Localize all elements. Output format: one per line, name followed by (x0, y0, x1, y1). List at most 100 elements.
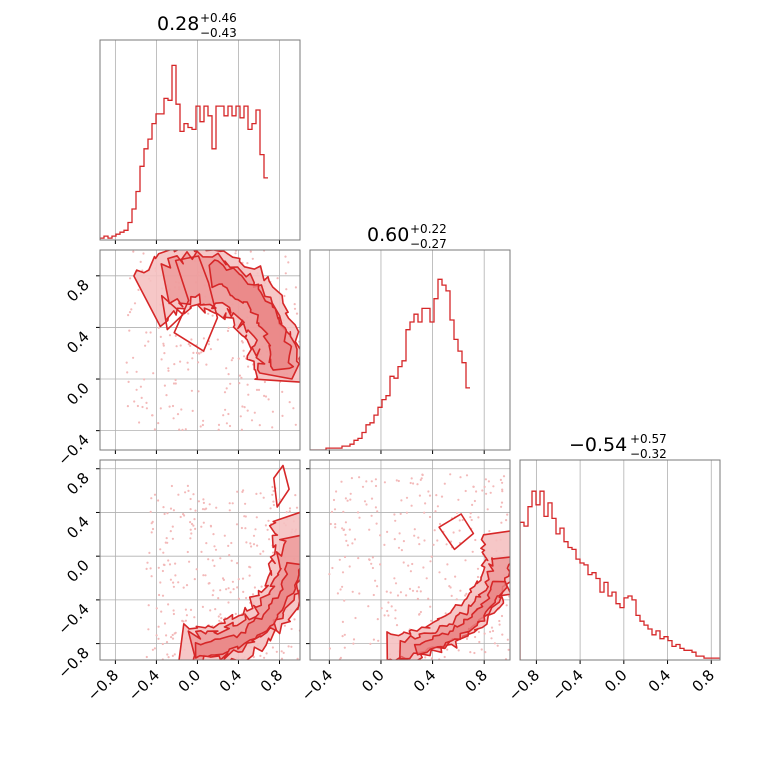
scatter-point (242, 590, 245, 594)
scatter-point (137, 288, 140, 291)
scatter-point (343, 599, 346, 602)
scatter-point (187, 489, 190, 492)
scatter-point (171, 525, 174, 528)
panel-frame (99, 249, 301, 451)
scatter-point (365, 503, 368, 506)
scatter-point (228, 424, 232, 428)
scatter-point (351, 542, 354, 545)
scatter-point (458, 519, 461, 522)
scatter-point (157, 625, 160, 628)
scatter-point (169, 578, 172, 581)
scatter-point (209, 609, 212, 612)
scatter-point (244, 502, 247, 505)
panel-frame (519, 459, 721, 661)
scatter-point (417, 586, 420, 589)
scatter-point (332, 498, 336, 502)
scatter-point (236, 562, 239, 565)
scatter-point (125, 361, 128, 364)
scatter-point (202, 574, 205, 577)
scatter-point (374, 579, 377, 582)
scatter-point (173, 363, 176, 366)
scatter-point (393, 513, 396, 516)
scatter-point (169, 530, 172, 533)
scatter-point (219, 557, 222, 560)
scatter-point (411, 589, 415, 592)
scatter-point (473, 651, 476, 655)
scatter-point (215, 506, 218, 509)
scatter-point (428, 515, 432, 519)
scatter-point (506, 638, 509, 641)
scatter-point (162, 342, 165, 345)
scatter-point (189, 521, 192, 524)
scatter-point (418, 494, 421, 497)
scatter-point (389, 591, 392, 594)
scatter-point (386, 609, 389, 613)
scatter-point (379, 563, 382, 566)
scatter-point (469, 651, 472, 654)
scatter-point (267, 519, 270, 522)
scatter-point (252, 534, 256, 537)
scatter-point (228, 509, 231, 512)
scatter-point (163, 352, 166, 355)
scatter-point (409, 570, 412, 573)
scatter-point (390, 605, 393, 608)
scatter-point (186, 484, 189, 487)
scatter-point (430, 555, 433, 558)
scatter-point (464, 489, 467, 493)
scatter-point (162, 506, 165, 509)
scatter-point (344, 521, 347, 524)
scatter-point (190, 389, 193, 392)
scatter-point (133, 302, 137, 305)
panel-frame (309, 459, 511, 661)
scatter-point (370, 514, 373, 517)
scatter-point (212, 589, 215, 592)
scatter-point (341, 585, 344, 588)
scatter-point (485, 492, 488, 495)
scatter-point (159, 335, 162, 338)
histogram-param-2 (520, 490, 720, 660)
scatter-point (184, 491, 187, 494)
scatter-point (217, 428, 220, 431)
tick-label-y-param-1: 0.4 (63, 328, 93, 358)
scatter-point (172, 509, 175, 512)
scatter-point (345, 539, 348, 543)
scatter-point (374, 478, 377, 481)
scatter-point (346, 499, 349, 502)
tick-label-x-param-0: 0.4 (216, 666, 246, 696)
scatter-point (157, 637, 160, 640)
scatter-point (464, 594, 467, 597)
scatter-point (395, 624, 399, 627)
scatter-point (249, 250, 252, 253)
tick-label-x-param-2: 0.4 (645, 666, 675, 696)
scatter-point (452, 531, 455, 534)
scatter-point (189, 537, 192, 540)
title-param-2-plus: +0.57 (630, 432, 667, 446)
scatter-point (372, 638, 375, 641)
scatter-point (475, 490, 478, 493)
scatter-point (255, 388, 259, 391)
scatter-point (225, 367, 228, 370)
scatter-point (226, 329, 230, 332)
scatter-point (260, 585, 263, 588)
scatter-point (151, 520, 154, 524)
scatter-point (459, 589, 462, 592)
scatter-point (444, 612, 447, 615)
scatter-point (450, 594, 453, 598)
scatter-point (283, 294, 286, 298)
scatter-point (160, 358, 163, 361)
scatter-point (405, 594, 408, 597)
scatter-point (153, 647, 156, 650)
scatter-point (470, 518, 473, 522)
scatter-point (295, 312, 299, 315)
scatter-point (199, 425, 202, 428)
title-param-1-minus: −0.27 (410, 237, 447, 251)
scatter-point (179, 344, 182, 347)
scatter-point (357, 557, 360, 560)
scatter-point (412, 482, 415, 485)
histogram-param-0 (100, 64, 268, 240)
scatter-point (471, 550, 474, 553)
scatter-point (187, 312, 190, 315)
scatter-point (500, 501, 504, 504)
scatter-point (193, 616, 196, 619)
scatter-point (231, 580, 234, 583)
